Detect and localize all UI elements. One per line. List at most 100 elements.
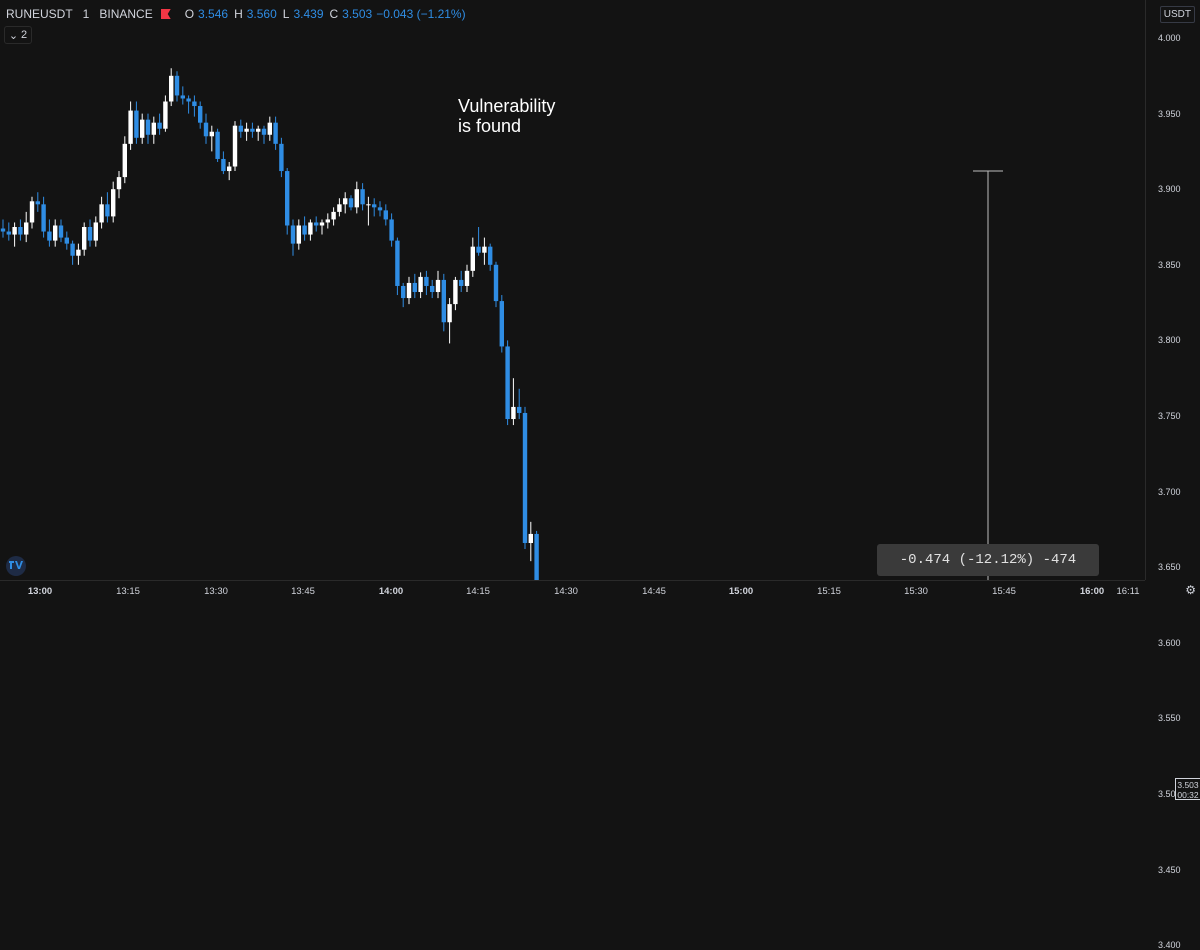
candle [169,68,174,107]
candle-body [499,301,504,347]
candle [238,119,243,138]
candle-body [372,204,377,208]
candle [6,222,11,241]
candle [116,171,122,199]
time-axis[interactable]: 13:00 13:15 13:30 13:45 14:00 14:15 14:30 14:45… [0,580,1145,601]
measure-tool-line[interactable] [973,170,1003,580]
candle-body [314,222,319,226]
candle-body [169,75,174,102]
candle-body [93,222,98,241]
candle-body [476,246,481,253]
candle [12,222,17,247]
candle-body [389,219,394,241]
price-tick: 3.550 [1158,713,1181,724]
price-tick: 3.950 [1158,108,1181,119]
candle-body [256,128,261,132]
candle-body [267,122,272,135]
candle [464,264,470,293]
candle [209,125,214,152]
candle-body [6,231,11,235]
candle-body [41,204,46,232]
candle-body [186,98,191,102]
candle [64,231,69,250]
symbol-legend[interactable]: RUNEUSDT 1 BINANCE O 3.546 H 3.560 L 3.439 … [6,7,466,21]
candle [244,122,249,141]
candle-body [215,131,220,159]
price-tick: 3.800 [1158,335,1181,346]
candle [406,276,412,305]
gear-icon[interactable]: ⚙ [1185,583,1196,597]
candle-body [227,166,232,172]
candlestick-chart[interactable] [0,0,1145,580]
candle-body [192,101,197,107]
candle-body [534,533,539,580]
candle-body [18,227,23,235]
candle-body [418,276,423,293]
price-tick: 3.400 [1158,940,1181,950]
candle-body [128,110,133,144]
high-value: 3.560 [246,7,277,21]
candle [517,388,522,420]
candle-body [441,279,446,323]
candle-body [325,219,330,223]
candle [522,406,528,550]
open-label: O [184,7,195,21]
candle-body [111,189,116,217]
open-value: 3.546 [198,7,229,21]
candle-body [64,237,69,244]
symbol-name[interactable]: RUNEUSDT [6,7,73,21]
candle-body [174,75,180,96]
candle-body [522,412,528,544]
settings-corner[interactable]: ⚙ [1145,580,1200,600]
candle [128,101,133,150]
chart-annotation[interactable]: Vulnerability is found [458,96,555,136]
candle-body [58,225,64,238]
candle [250,122,255,138]
candle-body [488,246,493,265]
candle-body [377,207,383,211]
price-axis[interactable]: USDT 4.000 3.950 3.900 3.850 3.800 3.750 3.700… [1145,0,1200,950]
candle [360,183,365,211]
candle [35,192,40,212]
candle [389,213,394,247]
low-label: L [282,7,290,21]
candle-body [493,264,499,302]
candle [105,192,110,223]
candle-body [24,222,29,235]
candle-body [87,227,93,241]
candle [412,273,417,299]
time-tick: 15:15 [817,586,841,597]
candle-body [435,279,441,293]
high-label: H [234,7,243,21]
currency-badge[interactable]: USDT [1159,6,1195,23]
candle-body [238,125,243,132]
candle-body [401,285,406,299]
time-tick: 14:00 [378,586,404,597]
candle [447,298,452,344]
candle [256,125,261,141]
candle [53,219,58,247]
time-tick: 15:45 [992,586,1016,597]
candle [82,222,87,256]
candle [0,219,6,238]
interval-label[interactable]: 1 [82,7,90,21]
candle [505,340,510,426]
candle-body [285,171,290,226]
candle-body [134,110,139,138]
candle [482,237,487,265]
candle-body [348,198,354,208]
candle-body [12,227,17,235]
candle [528,521,533,562]
candle [476,227,481,256]
candle-body [430,285,435,293]
candle [29,196,35,229]
price-tick: 3.900 [1158,184,1181,195]
candle-body [232,125,238,167]
candle [99,196,104,229]
candles [0,68,539,580]
tradingview-logo-icon[interactable] [6,556,26,576]
indicators-toggle-button[interactable]: ⌄ 2 [4,26,32,44]
flag-icon[interactable] [160,9,171,19]
candle-body [180,95,185,99]
candle [157,113,162,135]
